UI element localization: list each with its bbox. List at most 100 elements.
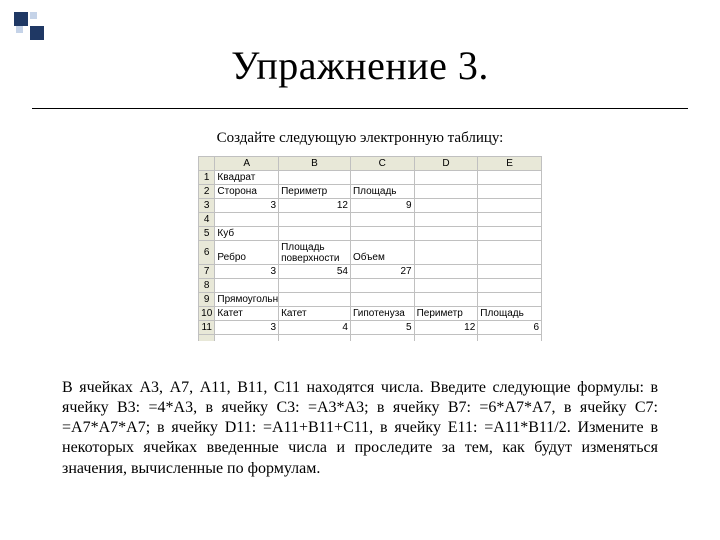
cell [414, 265, 478, 279]
deco-square [16, 26, 23, 33]
cell: Сторона [215, 185, 279, 199]
cell: Гипотенуза [350, 307, 414, 321]
cell: 3 [215, 265, 279, 279]
cell: 4 [279, 321, 351, 335]
cell: Площадь [478, 307, 542, 321]
cell [478, 265, 542, 279]
cell [414, 171, 478, 185]
cell: 3 [215, 199, 279, 213]
cell [215, 335, 279, 341]
cell: 5 [350, 321, 414, 335]
cell [279, 227, 351, 241]
cell [215, 213, 279, 227]
cell [414, 199, 478, 213]
cell: 6 [478, 321, 542, 335]
cell [350, 279, 414, 293]
cell [279, 213, 351, 227]
cell: 27 [350, 265, 414, 279]
cell: 12 [279, 199, 351, 213]
row-header: 4 [199, 213, 215, 227]
row-header: 11 [199, 321, 215, 335]
table-row: 8 [199, 279, 542, 293]
row-header: 9 [199, 293, 215, 307]
cell [215, 279, 279, 293]
cell: Катет [215, 307, 279, 321]
row-header: 10 [199, 307, 215, 321]
col-header: D [414, 157, 478, 171]
spreadsheet-table: A B C D E 1 Квадрат 2 Сторона Периметр П… [198, 156, 542, 341]
row-header: 3 [199, 199, 215, 213]
cell [279, 279, 351, 293]
cell: 54 [279, 265, 351, 279]
row-header: 1 [199, 171, 215, 185]
cell: Ребро [215, 241, 279, 265]
cell [478, 279, 542, 293]
cell [279, 171, 351, 185]
cell [414, 213, 478, 227]
cell: Катет [279, 307, 351, 321]
cell: Квадрат [215, 171, 279, 185]
cell [414, 279, 478, 293]
row-header: 5 [199, 227, 215, 241]
table-row: 10 Катет Катет Гипотенуза Периметр Площа… [199, 307, 542, 321]
cell: Периметр [279, 185, 351, 199]
cell: 9 [350, 199, 414, 213]
slide: Упражнение 3. Создайте следующую электро… [0, 0, 720, 540]
cell [350, 171, 414, 185]
subtitle: Создайте следующую электронную таблицу: [0, 130, 720, 147]
cell [478, 185, 542, 199]
cell: Куб [215, 227, 279, 241]
col-header-row: A B C D E [199, 157, 542, 171]
corner-cell [199, 157, 215, 171]
table-row: 4 [199, 213, 542, 227]
corner-decoration [14, 12, 74, 40]
table-row-truncated [199, 335, 542, 341]
cell [350, 293, 414, 307]
table-row: 9 Прямоугольный треугольник [199, 293, 542, 307]
cell [478, 213, 542, 227]
cell [279, 293, 351, 307]
cell: Площадь поверхности [279, 241, 351, 265]
table-row: 3 3 12 9 [199, 199, 542, 213]
cell [478, 171, 542, 185]
row-header: 6 [199, 241, 215, 265]
cell [478, 227, 542, 241]
row-header [199, 335, 215, 341]
deco-square [30, 12, 37, 19]
table-row: 11 3 4 5 12 6 [199, 321, 542, 335]
cell [350, 213, 414, 227]
cell [414, 227, 478, 241]
spreadsheet: A B C D E 1 Квадрат 2 Сторона Периметр П… [198, 156, 542, 341]
cell [478, 199, 542, 213]
cell: 3 [215, 321, 279, 335]
table-row: 2 Сторона Периметр Площадь [199, 185, 542, 199]
cell [478, 335, 542, 341]
table-row: 7 3 54 27 [199, 265, 542, 279]
cell [478, 293, 542, 307]
table-row: 5 Куб [199, 227, 542, 241]
col-header: E [478, 157, 542, 171]
col-header: A [215, 157, 279, 171]
body-paragraph: В ячейках А3, А7, А11, В11, С11 находятс… [62, 378, 658, 479]
cell [414, 241, 478, 265]
cell [414, 293, 478, 307]
cell [350, 335, 414, 341]
cell [414, 185, 478, 199]
title-container: Упражнение 3. [0, 42, 720, 89]
deco-square [14, 12, 28, 26]
cell [350, 227, 414, 241]
cell [279, 335, 351, 341]
col-header: B [279, 157, 351, 171]
table-row: 6 Ребро Площадь поверхности Объем [199, 241, 542, 265]
cell: Объем [350, 241, 414, 265]
cell [414, 335, 478, 341]
title-underline [32, 108, 688, 109]
page-title: Упражнение 3. [231, 43, 489, 88]
row-header: 8 [199, 279, 215, 293]
col-header: C [350, 157, 414, 171]
cell [478, 241, 542, 265]
row-header: 7 [199, 265, 215, 279]
deco-square [30, 26, 44, 40]
cell: Прямоугольный треугольник [215, 293, 279, 307]
row-header: 2 [199, 185, 215, 199]
